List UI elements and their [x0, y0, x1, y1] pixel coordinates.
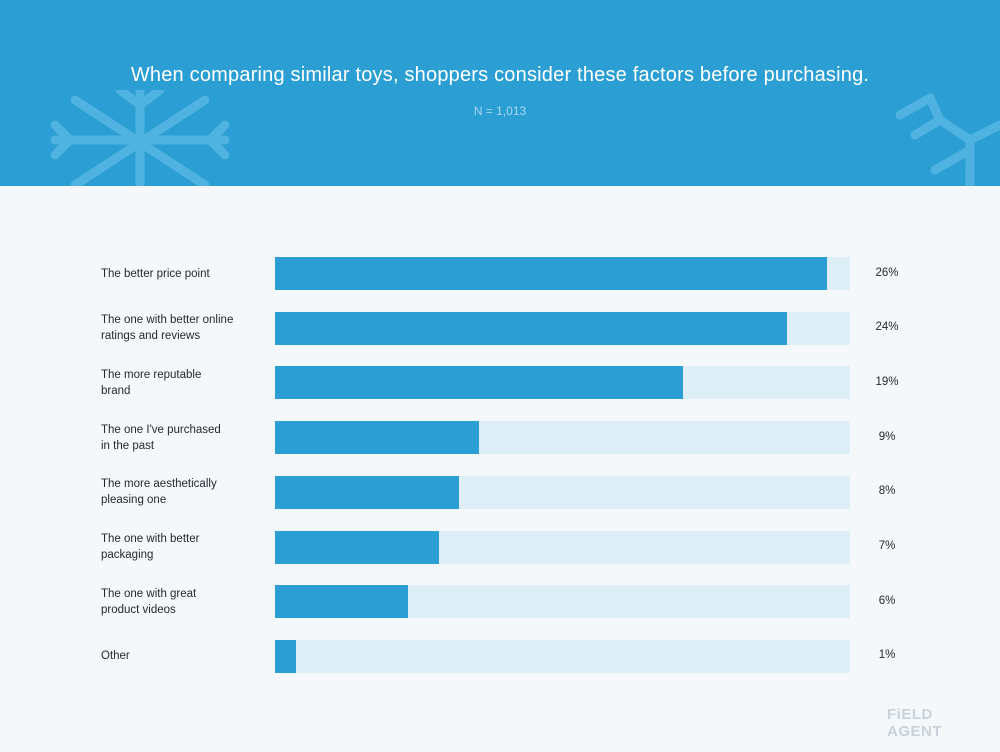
value-label: 9%: [878, 430, 896, 443]
value-label: 26%: [875, 266, 899, 279]
bar-track: [275, 475, 850, 509]
value-label: 8%: [878, 485, 896, 498]
value-label: 19%: [875, 375, 899, 388]
snowflake-right-icon: [895, 93, 1000, 186]
header-banner: When comparing similar toys, shoppers co…: [0, 0, 1000, 186]
category-label: The one with great product videos: [101, 587, 197, 616]
category-label: The one with better packaging: [101, 533, 200, 561]
value-label: 7%: [878, 540, 896, 552]
value-label: 6%: [878, 594, 896, 607]
bar-track: [275, 530, 850, 564]
chart-title: When comparing similar toys, shoppers co…: [130, 64, 870, 86]
bar-track: [275, 257, 850, 290]
sample-size: N = 1,013: [473, 104, 527, 118]
snowflake-left-icon: [50, 90, 230, 186]
category-label: The one with better online ratings and r…: [101, 314, 234, 343]
bar-track: [275, 585, 850, 619]
bar-track: [275, 366, 850, 400]
bar: [275, 311, 787, 345]
bar: [275, 257, 827, 290]
field-agent-logo: FiELD AGENT: [887, 706, 942, 740]
category-label: The more aesthetically pleasing one: [101, 478, 217, 507]
bar: [275, 639, 296, 673]
bar-track: [275, 639, 850, 673]
category-label: The one I've purchased in the past: [101, 423, 221, 452]
chart-area: The better price point 26% The one with be…: [0, 186, 1000, 752]
bar-track: [275, 311, 850, 345]
bar: [275, 421, 480, 455]
value-label: 1%: [878, 649, 896, 662]
category-label: Other: [101, 650, 130, 663]
value-label: 24%: [875, 321, 899, 334]
bar: [275, 585, 409, 619]
bar: [275, 530, 439, 564]
category-label: The better price point: [101, 267, 210, 280]
category-label: The more reputable brand: [101, 368, 202, 397]
bar: [275, 366, 684, 400]
bar: [275, 475, 459, 509]
bar-track: [275, 421, 850, 455]
